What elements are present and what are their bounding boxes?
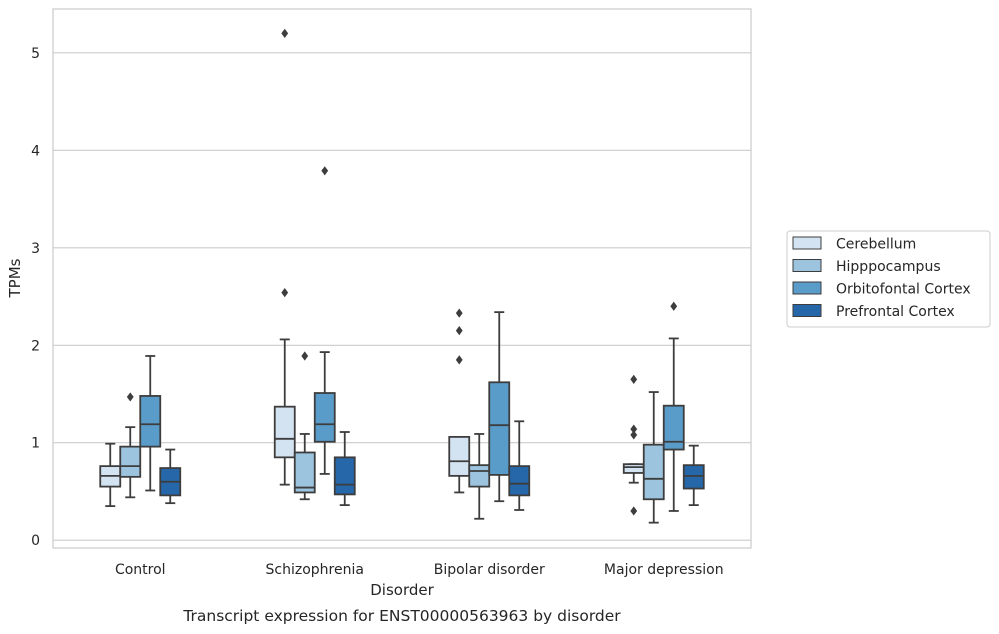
legend-frame xyxy=(786,230,991,328)
legend-label-3: Prefrontal Cortex xyxy=(836,304,955,320)
gridlines xyxy=(53,52,751,541)
box-iqr xyxy=(313,392,336,443)
legend-label-0: Cerebellum xyxy=(836,237,916,253)
box-iqr xyxy=(139,395,162,448)
box-iqr xyxy=(293,451,316,494)
outlier-point xyxy=(670,301,678,311)
x-tick-label-2: Bipolar disorder xyxy=(434,562,545,578)
box-2-3 xyxy=(508,420,531,511)
x-tick-label-1: Schizophrenia xyxy=(266,562,364,578)
box-iqr xyxy=(622,463,645,474)
box-iqr xyxy=(468,464,491,488)
y-tick-label-2: 2 xyxy=(31,338,40,354)
legend-swatch-2 xyxy=(792,281,822,295)
x-tick-labels: Control Schizophrenia Bipolar disorder Majo… xyxy=(115,562,724,578)
box-0-3 xyxy=(159,448,182,505)
y-tick-label-4: 4 xyxy=(31,143,40,159)
outlier-point xyxy=(630,506,638,516)
outlier-point xyxy=(321,166,329,176)
box-iqr xyxy=(273,405,296,459)
x-axis-label: Disorder xyxy=(370,581,434,599)
y-axis-label: TPMs xyxy=(6,258,24,298)
box-1-0 xyxy=(273,28,296,486)
box-0-2 xyxy=(139,355,162,492)
outlier-point xyxy=(455,355,463,365)
outlier-point xyxy=(281,288,289,298)
y-tick-labels: 0 1 2 3 4 5 xyxy=(31,46,40,549)
box-2-0 xyxy=(448,308,471,494)
box-1-1 xyxy=(293,351,316,501)
box-iqr xyxy=(642,443,665,501)
legend-label-2: Orbitofontal Cortex xyxy=(836,282,971,298)
box-0-1 xyxy=(119,392,142,499)
outlier-point xyxy=(630,374,638,384)
box-3-3 xyxy=(682,444,705,507)
box-3-1 xyxy=(642,391,665,524)
legend-swatch-1 xyxy=(792,259,822,272)
y-tick-label-3: 3 xyxy=(31,241,40,257)
legend-swatch-3 xyxy=(792,304,822,317)
box-iqr xyxy=(662,404,685,451)
box-3-2 xyxy=(662,301,685,512)
x-tick-label-0: Control xyxy=(115,562,166,578)
y-tick-label-0: 0 xyxy=(31,533,40,549)
box-iqr xyxy=(488,381,511,476)
outlier-point xyxy=(630,424,638,434)
outlier-point xyxy=(126,392,134,402)
box-iqr xyxy=(448,435,471,477)
legend-swatch-0 xyxy=(792,236,822,250)
box-2-2 xyxy=(488,311,511,503)
legend-label-1: Hipppocampus xyxy=(836,259,941,275)
legend: Cerebellum Hipppocampus Orbitofontal Corte… xyxy=(786,230,991,328)
outlier-point xyxy=(630,430,638,440)
outlier-point xyxy=(301,351,309,361)
outlier-point xyxy=(455,326,463,336)
y-tick-label-5: 5 xyxy=(31,46,40,62)
box-1-2 xyxy=(313,166,336,475)
box-iqr xyxy=(508,465,531,497)
x-tick-label-3: Major depression xyxy=(604,562,724,578)
outlier-point xyxy=(455,308,463,318)
box-groups xyxy=(99,28,705,524)
box-1-3 xyxy=(333,431,356,507)
chart-caption: Transcript expression for ENST0000056396… xyxy=(182,607,621,625)
box-iqr xyxy=(333,456,356,496)
box-iqr xyxy=(119,445,142,478)
outlier-point xyxy=(281,28,289,38)
box-iqr xyxy=(682,464,705,490)
y-tick-label-1: 1 xyxy=(31,436,40,452)
box-2-1 xyxy=(468,433,491,520)
plot-area xyxy=(52,8,752,549)
